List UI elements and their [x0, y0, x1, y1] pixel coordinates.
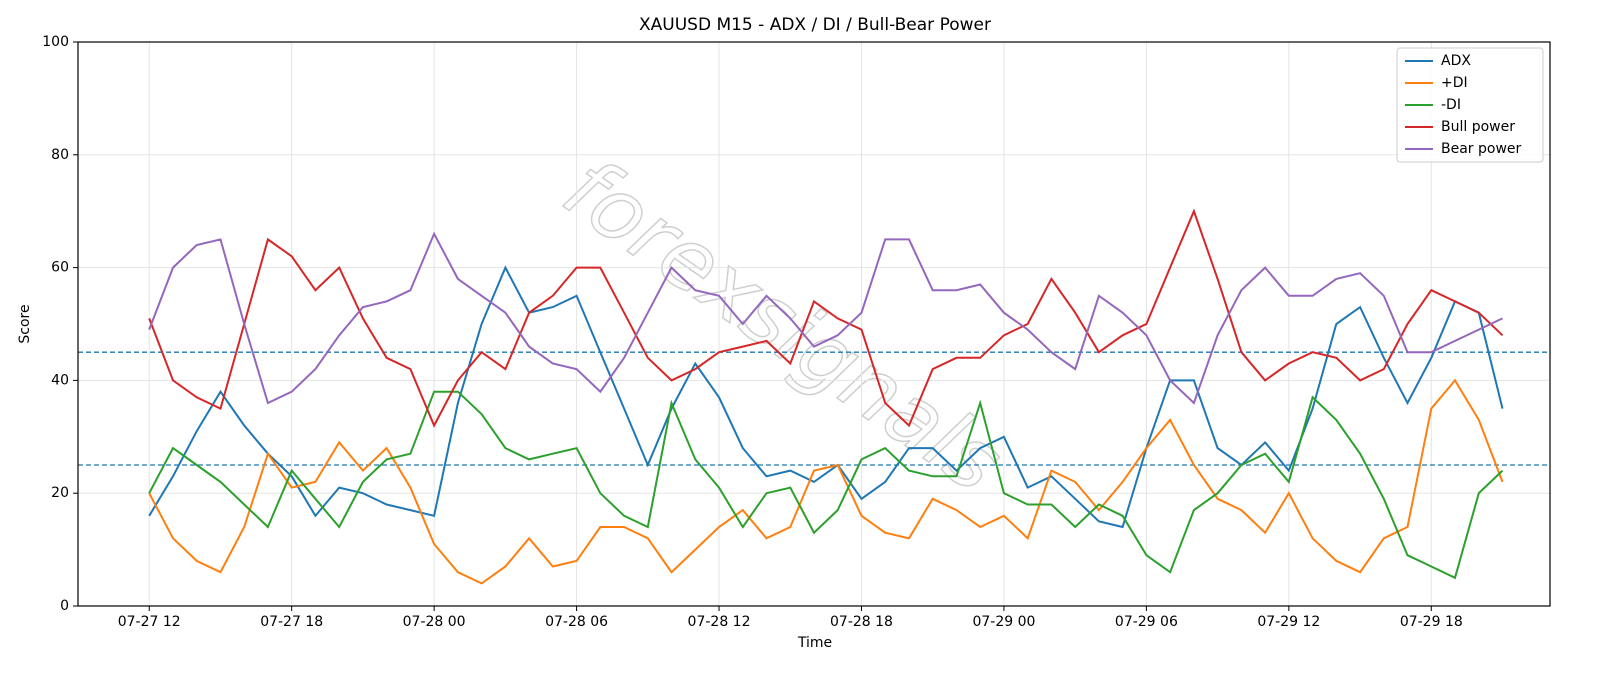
y-tick-label: 100 [42, 34, 69, 50]
legend-label: Bear power [1441, 141, 1522, 157]
y-tick-label: 60 [51, 260, 69, 276]
x-tick-label: 07-29 12 [1257, 614, 1320, 630]
watermark: forexsignals [547, 139, 1020, 511]
x-tick-label: 07-27 18 [260, 614, 323, 630]
line-series [148, 231, 1503, 405]
y-tick-label: 0 [60, 598, 69, 614]
x-tick-label: 07-29 18 [1400, 614, 1463, 630]
line-series [148, 265, 1504, 529]
plot-frame [77, 41, 1551, 607]
x-tick-label: 07-28 12 [688, 614, 751, 630]
x-tick-label: 07-28 18 [830, 614, 893, 630]
x-tick-label: 07-29 00 [972, 614, 1035, 630]
x-tick-label: 07-28 06 [545, 614, 608, 630]
x-axis-label: Time [797, 635, 832, 651]
x-tick-label: 07-29 06 [1115, 614, 1178, 630]
y-tick-label: 40 [51, 372, 69, 388]
legend-box [1396, 47, 1544, 163]
x-tick-label: 07-27 12 [118, 614, 181, 630]
x-tick-label: 07-28 00 [403, 614, 466, 630]
line-series [148, 208, 1504, 428]
chart-title: XAUUSD M15 - ADX / DI / Bull-Bear Power [639, 15, 991, 35]
y-tick-label: 80 [51, 147, 69, 163]
legend-label: Bull power [1441, 119, 1515, 135]
legend-label: ADX [1441, 53, 1471, 69]
y-axis-label: Score [17, 304, 33, 343]
line-series [148, 390, 1504, 580]
legend-label: -DI [1441, 97, 1461, 113]
legend-label: +DI [1441, 75, 1468, 91]
y-tick-label: 20 [51, 485, 69, 501]
line-series [148, 378, 1504, 585]
